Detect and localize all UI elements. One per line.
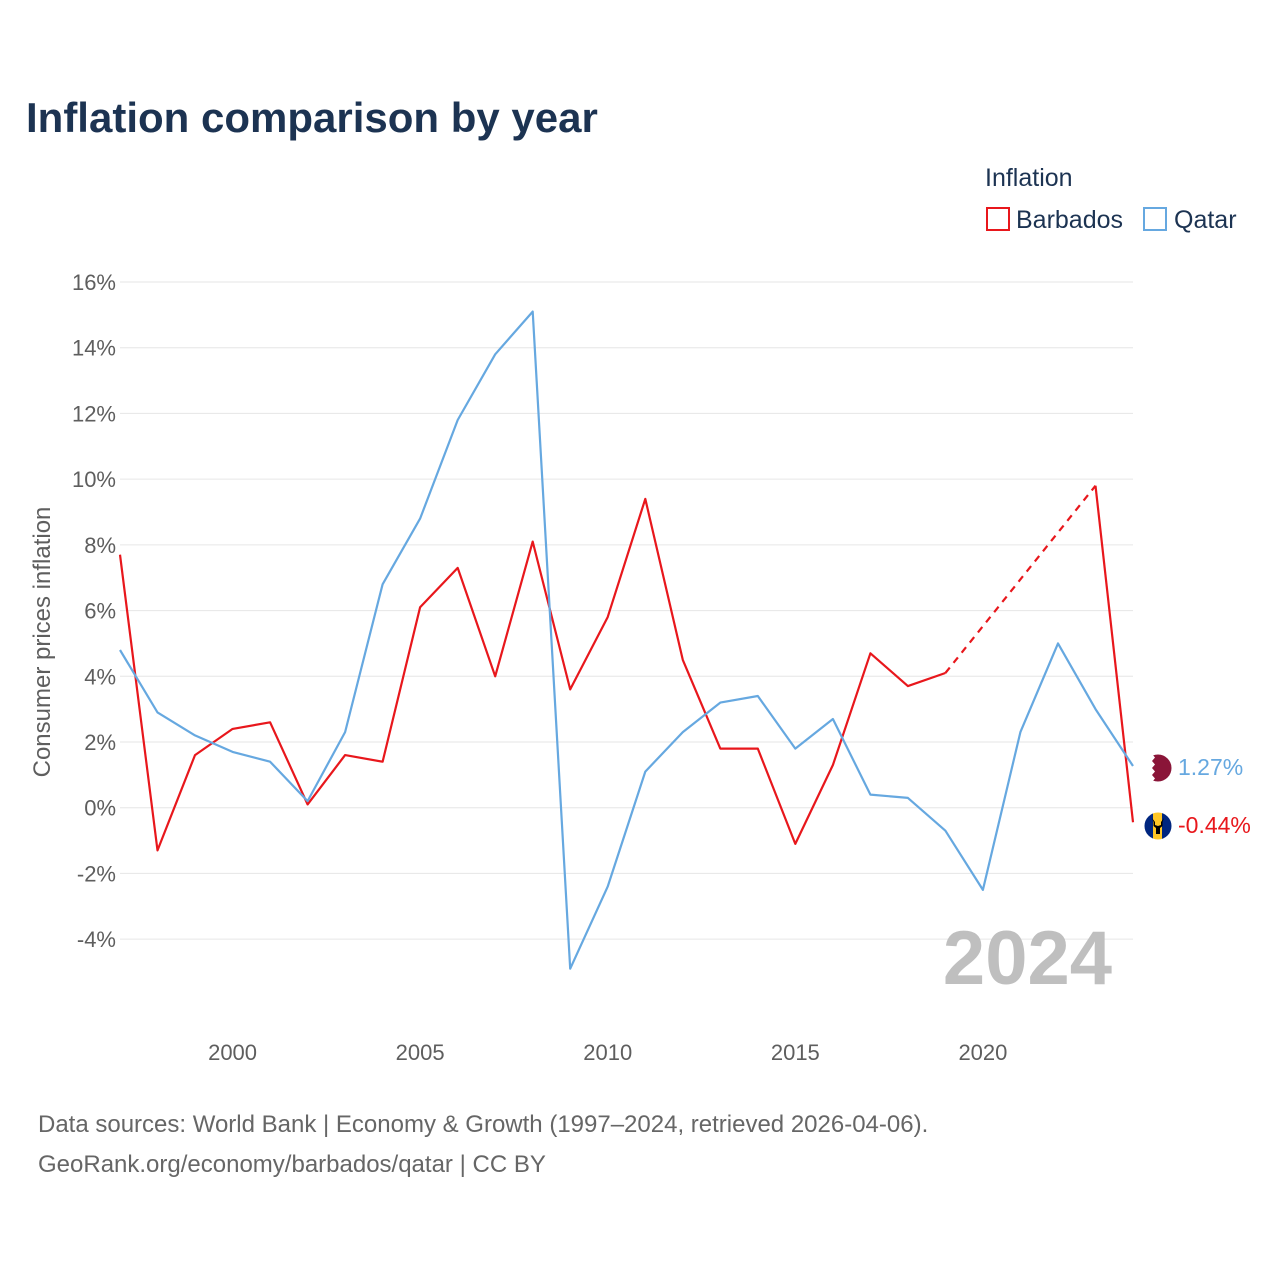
- y-axis-label: Consumer prices inflation: [29, 507, 56, 778]
- y-tick-label: -4%: [77, 927, 116, 952]
- x-tick-label: 2010: [583, 1040, 632, 1065]
- year-watermark: 2024: [943, 916, 1112, 1001]
- x-tick-label: 2000: [208, 1040, 257, 1065]
- legend: Inflation Barbados Qatar: [985, 164, 1237, 234]
- legend-item-qatar[interactable]: Qatar: [1143, 206, 1237, 234]
- barbados-end-marker: -0.44%: [1143, 811, 1251, 841]
- series-line-barbados: [118, 497, 946, 852]
- source-note: Data sources: World Bank | Economy & Gro…: [38, 1111, 928, 1138]
- y-tick-label: 2%: [84, 730, 116, 755]
- credit-link[interactable]: GeoRank.org/economy/barbados/qatar | CC …: [38, 1151, 546, 1178]
- chart-title: Inflation comparison by year: [26, 94, 598, 141]
- qatar-flag-icon: [1143, 753, 1173, 783]
- legend-swatch-barbados: [986, 207, 1010, 231]
- y-tick-label: 4%: [84, 664, 116, 689]
- x-tick-label: 2015: [771, 1040, 820, 1065]
- qatar-end-marker: 1.27%: [1143, 753, 1243, 783]
- x-tick-label: 2020: [958, 1040, 1007, 1065]
- legend-title: Inflation: [985, 164, 1073, 192]
- y-tick-label: 14%: [72, 336, 116, 361]
- legend-swatch-qatar: [1143, 207, 1167, 231]
- y-tick-label: -2%: [77, 861, 116, 886]
- series-lines: [118, 310, 1135, 970]
- barbados-end-value: -0.44%: [1178, 812, 1251, 838]
- qatar-end-value: 1.27%: [1178, 754, 1243, 780]
- y-axis-ticks: -4% -2% 0% 2% 4% 6% 8% 10% 12% 14% 16%: [72, 270, 116, 952]
- series-line-qatar: [119, 310, 1134, 970]
- legend-label-barbados: Barbados: [1016, 206, 1123, 234]
- y-tick-label: 6%: [84, 599, 116, 624]
- series-gap-barbados: [944, 485, 1097, 674]
- x-axis-ticks: 2000 2005 2010 2015 2020: [208, 1040, 1007, 1065]
- footer: Data sources: World Bank | Economy & Gro…: [38, 1111, 928, 1178]
- legend-item-barbados[interactable]: Barbados: [986, 206, 1123, 234]
- legend-label-qatar: Qatar: [1174, 206, 1237, 234]
- x-tick-label: 2005: [396, 1040, 445, 1065]
- barbados-flag-icon: [1143, 811, 1173, 841]
- series-line-barbados: [1094, 485, 1135, 823]
- grid: [120, 281, 1133, 940]
- y-tick-label: 12%: [72, 401, 116, 426]
- y-tick-label: 10%: [72, 467, 116, 492]
- y-tick-label: 0%: [84, 796, 116, 821]
- y-tick-label: 8%: [84, 533, 116, 558]
- y-tick-label: 16%: [72, 270, 116, 295]
